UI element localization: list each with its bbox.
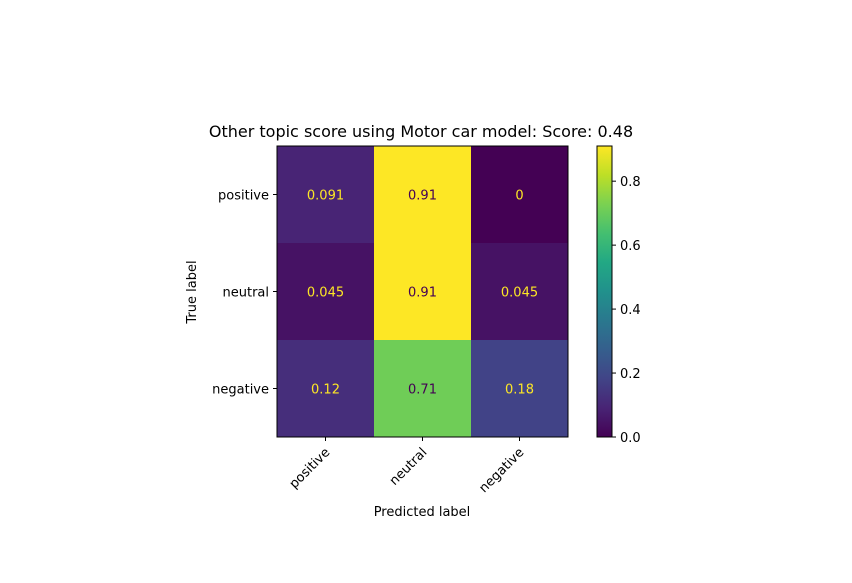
- cell-value-label: 0.091: [307, 189, 344, 204]
- cell-value-label: 0.91: [408, 189, 437, 204]
- x-axis-label: Predicted label: [374, 505, 471, 520]
- x-tick-label: negative: [477, 445, 528, 496]
- cell-value-label: 0.18: [505, 383, 534, 398]
- colorbar-tick-label: 0.2: [620, 367, 641, 382]
- heatmap-cell: [277, 146, 375, 244]
- x-tick-label: neutral: [387, 445, 430, 488]
- heatmap-cell: [374, 146, 472, 244]
- y-tick-label: neutral: [223, 286, 270, 301]
- heatmap-cells: [277, 146, 569, 438]
- cell-value-label: 0: [515, 189, 523, 204]
- heatmap-cell: [277, 340, 375, 438]
- y-axis-ticks: positive neutral negative: [212, 189, 277, 398]
- heatmap-cell: [471, 243, 569, 341]
- cell-value-label: 0.91: [408, 286, 437, 301]
- heatmap-cell: [277, 243, 375, 341]
- heatmap-cell: [374, 243, 472, 341]
- colorbar-tick-label: 0.8: [620, 175, 641, 190]
- colorbar-tick-label: 0.0: [620, 431, 641, 446]
- colorbar-ticks: 0.0 0.2 0.4 0.6 0.8: [612, 175, 641, 446]
- y-tick-label: positive: [218, 189, 269, 204]
- y-tick-label: negative: [212, 383, 269, 398]
- colorbar-tick-label: 0.4: [620, 303, 641, 318]
- x-axis-ticks: positive neutral negative: [287, 437, 528, 496]
- y-axis-label: True label: [185, 260, 200, 324]
- chart-title: Other topic score using Motor car model:…: [209, 122, 633, 141]
- colorbar: [596, 145, 613, 438]
- cell-value-label: 0.12: [311, 383, 340, 398]
- colorbar-tick-label: 0.6: [620, 239, 641, 254]
- cell-annotations: 0.091 0.91 0 0.045 0.91 0.045 0.12 0.71 0.18: [307, 189, 538, 398]
- cell-value-label: 0.045: [307, 286, 344, 301]
- cell-value-label: 0.045: [501, 286, 538, 301]
- heatmap-cell: [374, 340, 472, 438]
- heatmap-cell: [471, 146, 569, 244]
- heatmap-cell: [471, 340, 569, 438]
- cell-value-label: 0.71: [408, 383, 437, 398]
- x-tick-label: positive: [287, 445, 334, 492]
